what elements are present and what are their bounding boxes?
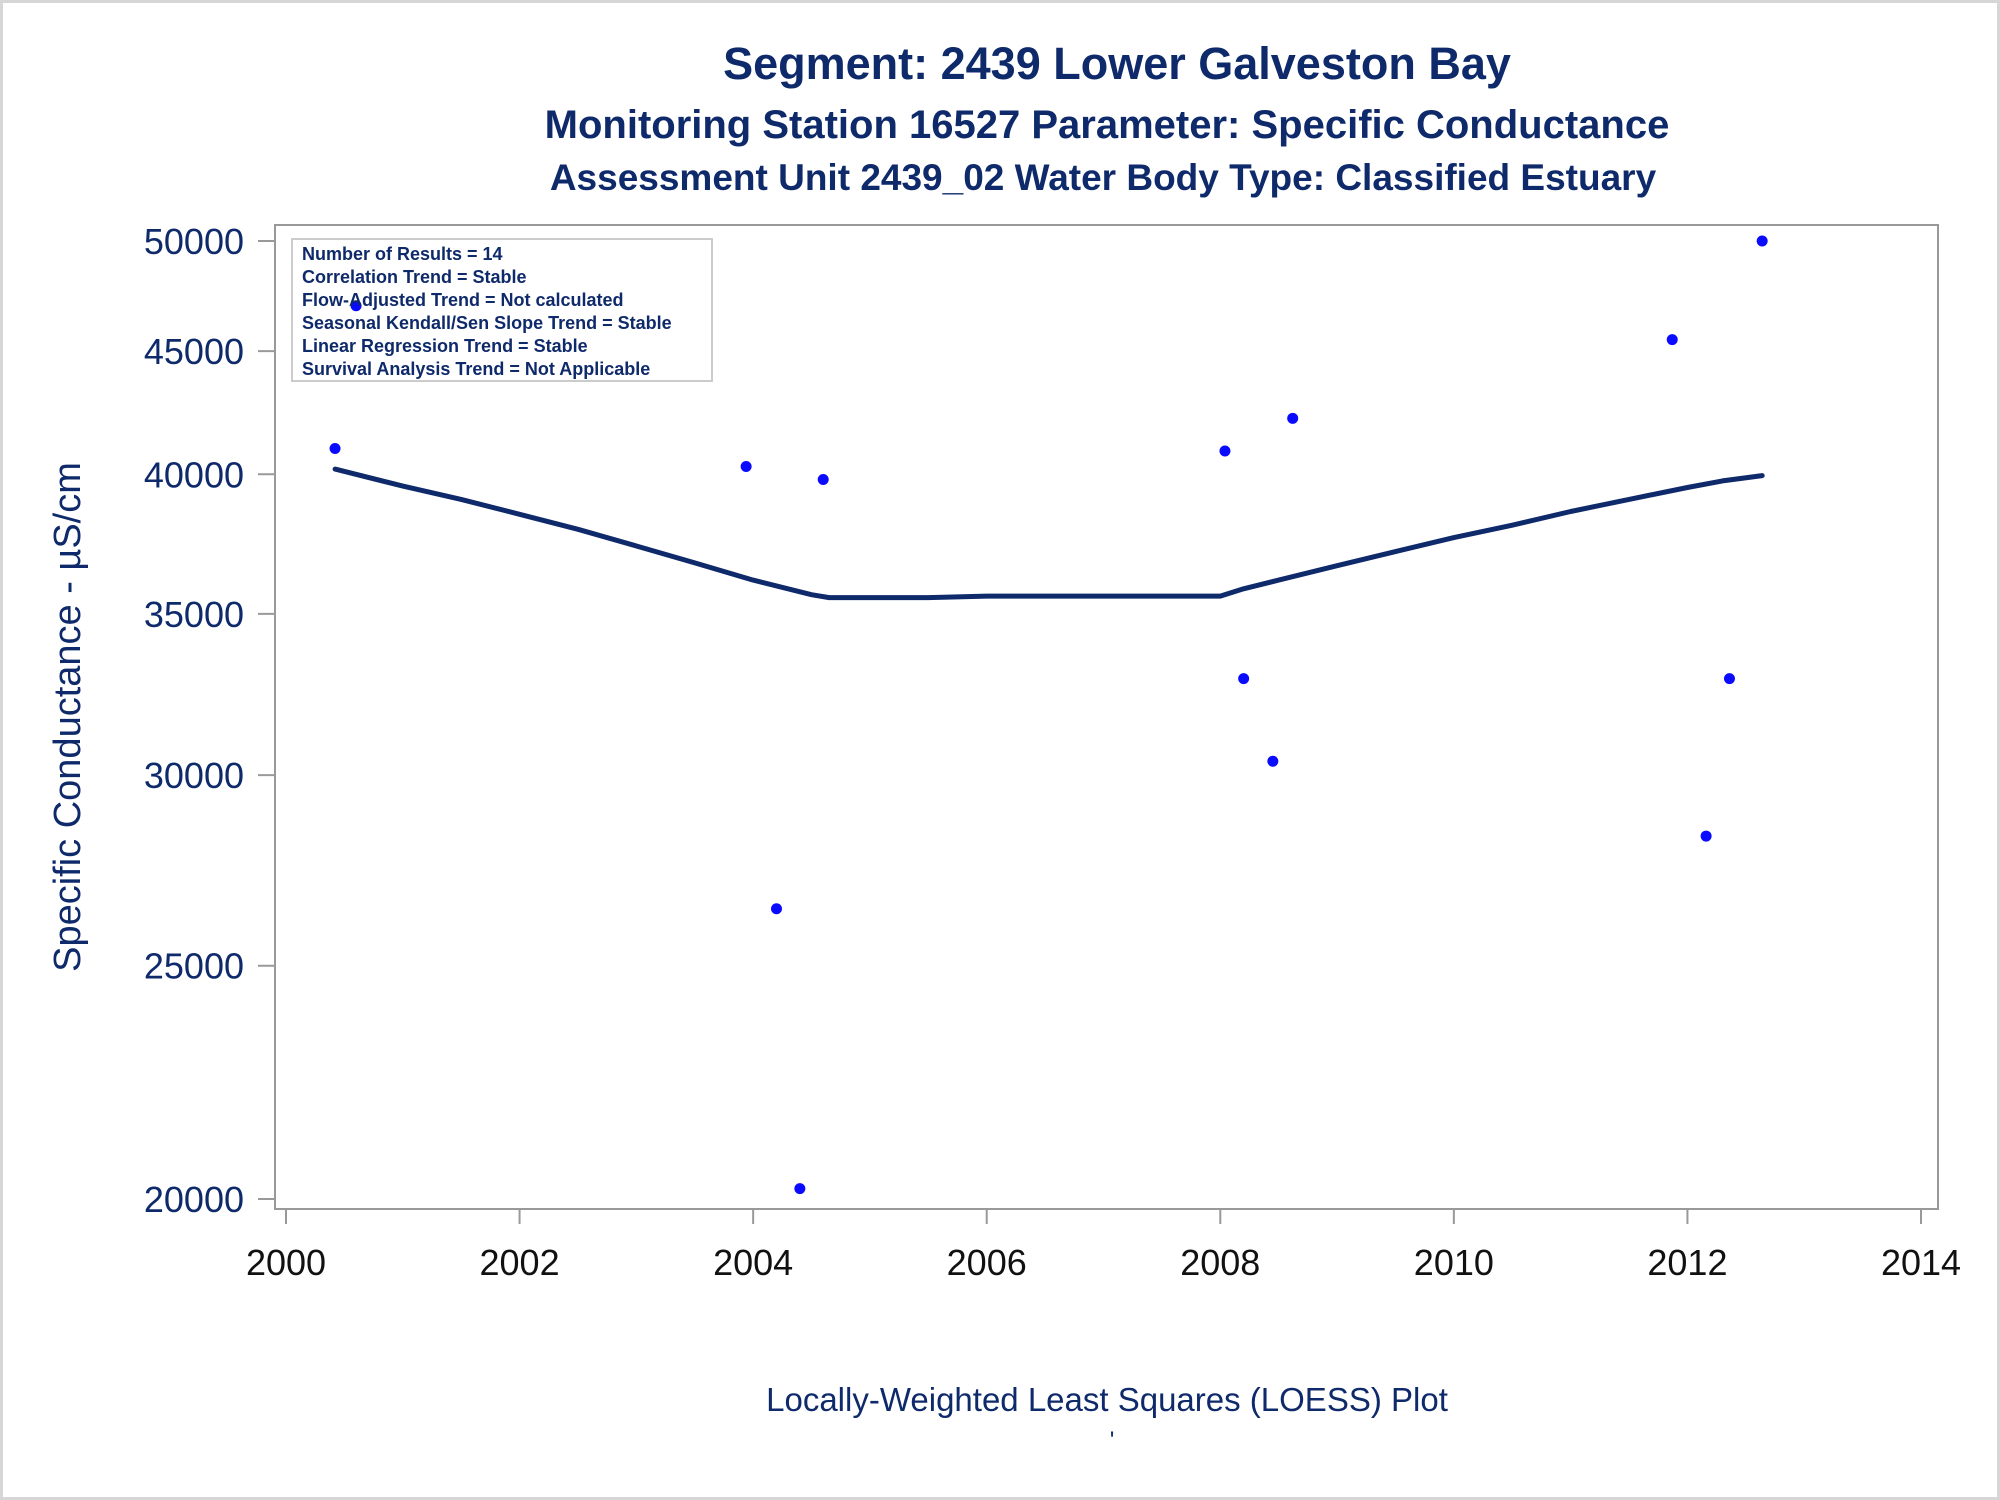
x-tick-label-6: 2012 (1647, 1242, 1727, 1283)
y-tick-label-2: 30000 (144, 755, 244, 796)
stats-line-4: Linear Regression Trend = Stable (302, 336, 588, 356)
stats-line-3: Seasonal Kendall/Sen Slope Trend = Stabl… (302, 313, 672, 333)
data-point-13 (1756, 235, 1768, 247)
plot-area (274, 224, 1939, 1210)
data-point-7 (1238, 673, 1250, 685)
x-tick-label-0: 2000 (246, 1242, 326, 1283)
x-axis-label: Locally-Weighted Least Squares (LOESS) P… (766, 1381, 1448, 1418)
loess-line (332, 466, 1765, 601)
data-point-11 (1700, 830, 1712, 842)
data-point-0 (329, 442, 341, 454)
data-point-9 (1287, 412, 1299, 424)
y-tick-label-6: 50000 (144, 221, 244, 262)
data-point-4 (794, 1183, 806, 1195)
chart-title: Segment: 2439 Lower Galveston Bay (723, 38, 1511, 89)
data-point-8 (1267, 755, 1279, 767)
footnote-mark: ' (1110, 1427, 1115, 1454)
data-point-12 (1723, 673, 1735, 685)
data-point-1 (350, 300, 362, 312)
x-tick-label-7: 2014 (1881, 1242, 1961, 1283)
stats-line-0: Number of Results = 14 (302, 244, 503, 264)
data-point-3 (771, 903, 782, 915)
data-point-6 (1219, 445, 1231, 457)
stats-line-1: Correlation Trend = Stable (302, 267, 527, 287)
data-point-2 (740, 460, 752, 472)
x-axis: 2000 2002 2004 2006 2008 2010 2012 2014 (246, 1209, 1961, 1283)
y-tick-label-4: 40000 (144, 454, 244, 495)
x-tick-label-1: 2002 (480, 1242, 560, 1283)
stats-box-border (291, 238, 713, 382)
data-point-10 (1666, 334, 1678, 346)
chart-subtitle-2: Assessment Unit 2439_02 Water Body Type:… (550, 157, 1657, 198)
y-tick-label-0: 20000 (144, 1179, 244, 1220)
y-tick-label-5: 45000 (144, 331, 244, 372)
y-tick-label-3: 35000 (144, 594, 244, 635)
y-axis-label: Specific Conductance - µS/cm (47, 462, 89, 972)
data-point-5 (817, 474, 829, 486)
y-tick-label-1: 25000 (144, 946, 244, 987)
x-tick-label-4: 2008 (1180, 1242, 1260, 1283)
x-tick-label-5: 2010 (1414, 1242, 1494, 1283)
x-tick-label-3: 2006 (947, 1242, 1027, 1283)
chart-subtitle: Monitoring Station 16527 Parameter: Spec… (545, 103, 1670, 147)
stats-line-5: Survival Analysis Trend = Not Applicable (302, 359, 650, 379)
y-axis: 20000 25000 30000 35000 40000 45000 50000 (144, 221, 275, 1220)
x-tick-label-2: 2004 (713, 1242, 793, 1283)
stats-box: Number of Results = 14 Correlation Trend … (291, 238, 713, 382)
data-points (329, 235, 1768, 1195)
stats-line-2: Flow-Adjusted Trend = Not calculated (302, 290, 624, 310)
stats-box-lines: Number of Results = 14 Correlation Trend … (302, 244, 672, 379)
